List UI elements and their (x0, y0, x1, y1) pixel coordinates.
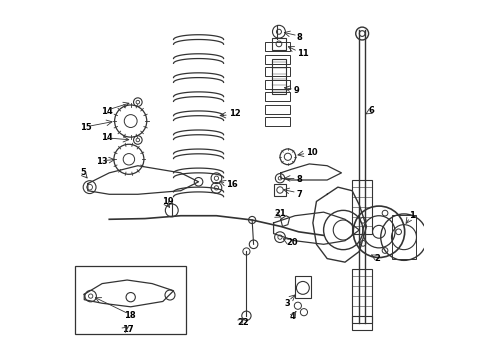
Bar (265, 67, 290, 76)
Bar (265, 80, 290, 89)
Bar (352, 269, 372, 323)
Text: 10: 10 (306, 148, 318, 157)
Bar (265, 93, 290, 102)
Text: 22: 22 (237, 318, 249, 327)
Text: 13: 13 (96, 157, 107, 166)
Bar (272, 38, 286, 50)
Text: 9: 9 (293, 86, 299, 95)
Bar (75, 266, 186, 334)
Text: 4: 4 (290, 312, 295, 321)
Text: 21: 21 (274, 210, 286, 219)
Text: 8: 8 (297, 175, 302, 184)
Text: 2: 2 (374, 254, 380, 263)
Polygon shape (88, 166, 198, 194)
Bar (392, 215, 416, 259)
Bar (274, 184, 286, 196)
Text: 20: 20 (286, 238, 298, 247)
Bar (265, 105, 290, 114)
Text: 6: 6 (368, 106, 374, 115)
Text: 3: 3 (284, 299, 290, 308)
Polygon shape (84, 280, 173, 307)
Text: 11: 11 (297, 49, 309, 58)
Text: 5: 5 (81, 168, 87, 177)
Text: 12: 12 (229, 109, 241, 118)
Text: 8: 8 (297, 33, 302, 42)
Text: 15: 15 (80, 123, 92, 132)
Bar (265, 55, 290, 64)
Bar (352, 316, 372, 330)
Bar (295, 276, 311, 298)
Text: 17: 17 (122, 325, 133, 334)
Bar (272, 59, 286, 94)
Text: 14: 14 (101, 107, 113, 116)
Text: 18: 18 (124, 311, 136, 320)
Bar (265, 42, 290, 51)
Bar (265, 117, 290, 126)
Text: 16: 16 (226, 180, 238, 189)
Text: 7: 7 (297, 190, 302, 199)
Text: 14: 14 (101, 132, 113, 141)
Bar (352, 180, 372, 234)
Polygon shape (281, 216, 290, 226)
Text: 19: 19 (162, 197, 174, 206)
Polygon shape (281, 164, 342, 180)
Text: 1: 1 (409, 211, 415, 220)
Polygon shape (313, 187, 367, 262)
Polygon shape (273, 212, 359, 244)
